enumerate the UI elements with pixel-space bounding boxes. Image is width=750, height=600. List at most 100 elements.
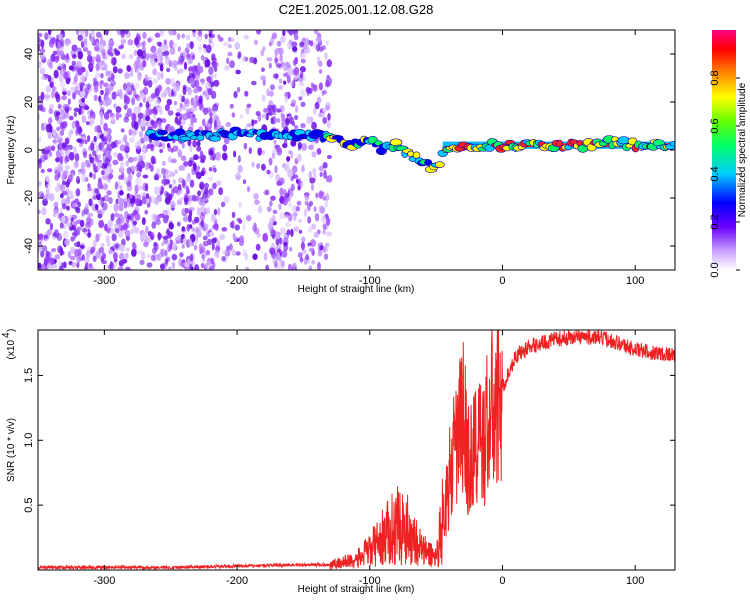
colorbar-tick-label: 0.0 <box>709 262 721 277</box>
noise-mark <box>65 52 69 61</box>
noise-mark <box>202 118 206 127</box>
noise-mark <box>314 212 320 222</box>
noise-mark <box>284 92 289 97</box>
noise-mark <box>271 214 276 223</box>
noise-mark <box>63 230 69 239</box>
noise-mark <box>313 206 317 212</box>
noise-mark <box>84 139 88 145</box>
noise-mark <box>189 144 193 153</box>
noise-mark <box>316 148 322 155</box>
noise-mark <box>272 104 276 114</box>
noise-mark <box>88 263 93 269</box>
noise-mark <box>286 155 291 162</box>
noise-mark <box>325 242 330 247</box>
noise-mark <box>182 86 187 96</box>
noise-mark <box>136 55 141 63</box>
noise-mark <box>241 55 246 63</box>
noise-mark <box>57 162 64 171</box>
noise-mark <box>280 35 286 43</box>
noise-mark <box>164 104 170 112</box>
noise-mark <box>161 160 166 166</box>
noise-mark <box>269 200 273 207</box>
noise-mark <box>48 61 54 70</box>
noise-mark <box>280 226 286 235</box>
noise-mark <box>211 242 215 251</box>
noise-mark <box>192 140 198 148</box>
noise-mark <box>172 85 177 92</box>
noise-mark <box>73 146 77 154</box>
noise-mark <box>142 40 146 47</box>
noise-mark <box>116 217 122 225</box>
noise-mark <box>263 252 268 261</box>
noise-mark <box>157 214 161 222</box>
noise-mark <box>131 241 136 248</box>
noise-mark <box>61 122 66 132</box>
noise-mark <box>47 74 52 82</box>
noise-mark <box>245 267 250 270</box>
noise-mark <box>88 145 92 151</box>
noise-mark <box>208 66 214 76</box>
noise-mark <box>50 145 56 151</box>
ridge-mark <box>424 159 433 166</box>
noise-mark <box>168 222 174 230</box>
noise-mark <box>260 49 265 57</box>
noise-mark <box>81 115 87 123</box>
noise-mark <box>157 231 161 241</box>
noise-mark <box>178 165 185 171</box>
y-tick-label: 40 <box>23 48 35 60</box>
noise-mark <box>256 233 262 238</box>
noise-mark <box>108 70 113 78</box>
noise-mark <box>136 171 142 178</box>
noise-mark <box>40 250 45 258</box>
noise-mark <box>115 111 120 121</box>
noise-mark <box>156 41 161 47</box>
noise-mark <box>59 156 64 165</box>
noise-mark <box>120 30 125 36</box>
noise-mark <box>201 167 206 175</box>
noise-mark <box>191 166 195 176</box>
noise-mark <box>117 152 123 162</box>
noise-mark <box>49 125 53 133</box>
noise-mark <box>287 67 293 76</box>
x-tick-label: -100 <box>359 575 381 587</box>
noise-mark <box>38 32 43 38</box>
noise-mark <box>53 201 59 208</box>
noise-mark <box>95 62 100 72</box>
noise-mark <box>127 39 134 46</box>
noise-mark <box>74 206 79 211</box>
noise-mark <box>47 30 52 36</box>
noise-mark <box>271 230 277 235</box>
noise-mark <box>108 196 113 204</box>
noise-mark <box>75 188 81 197</box>
noise-mark <box>307 242 312 247</box>
colorbar-label: Normalized spectral amplitude <box>737 82 748 217</box>
noise-mark <box>279 105 285 113</box>
noise-mark <box>307 216 312 224</box>
noise-mark <box>196 146 202 152</box>
noise-mark <box>159 64 164 72</box>
noise-mark <box>234 224 240 231</box>
noise-mark <box>100 242 105 249</box>
noise-mark <box>92 195 97 200</box>
noise-mark <box>326 231 332 237</box>
noise-mark <box>166 208 171 217</box>
noise-mark <box>55 157 61 163</box>
spectrogram-x-ticks: -300 -200 -100 0 100 <box>93 30 644 287</box>
noise-mark <box>315 192 319 199</box>
noise-mark <box>156 55 162 62</box>
noise-mark <box>165 180 170 185</box>
noise-mark <box>87 212 93 218</box>
noise-mark <box>110 80 116 87</box>
noise-mark <box>311 259 316 265</box>
noise-mark <box>306 116 311 125</box>
noise-mark <box>210 257 215 265</box>
noise-mark <box>231 249 237 256</box>
noise-mark <box>298 96 303 101</box>
noise-mark <box>117 68 123 74</box>
noise-mark <box>90 30 95 38</box>
noise-mark <box>281 260 285 268</box>
noise-mark <box>96 124 102 133</box>
noise-mark <box>76 226 82 231</box>
noise-mark <box>255 30 262 35</box>
